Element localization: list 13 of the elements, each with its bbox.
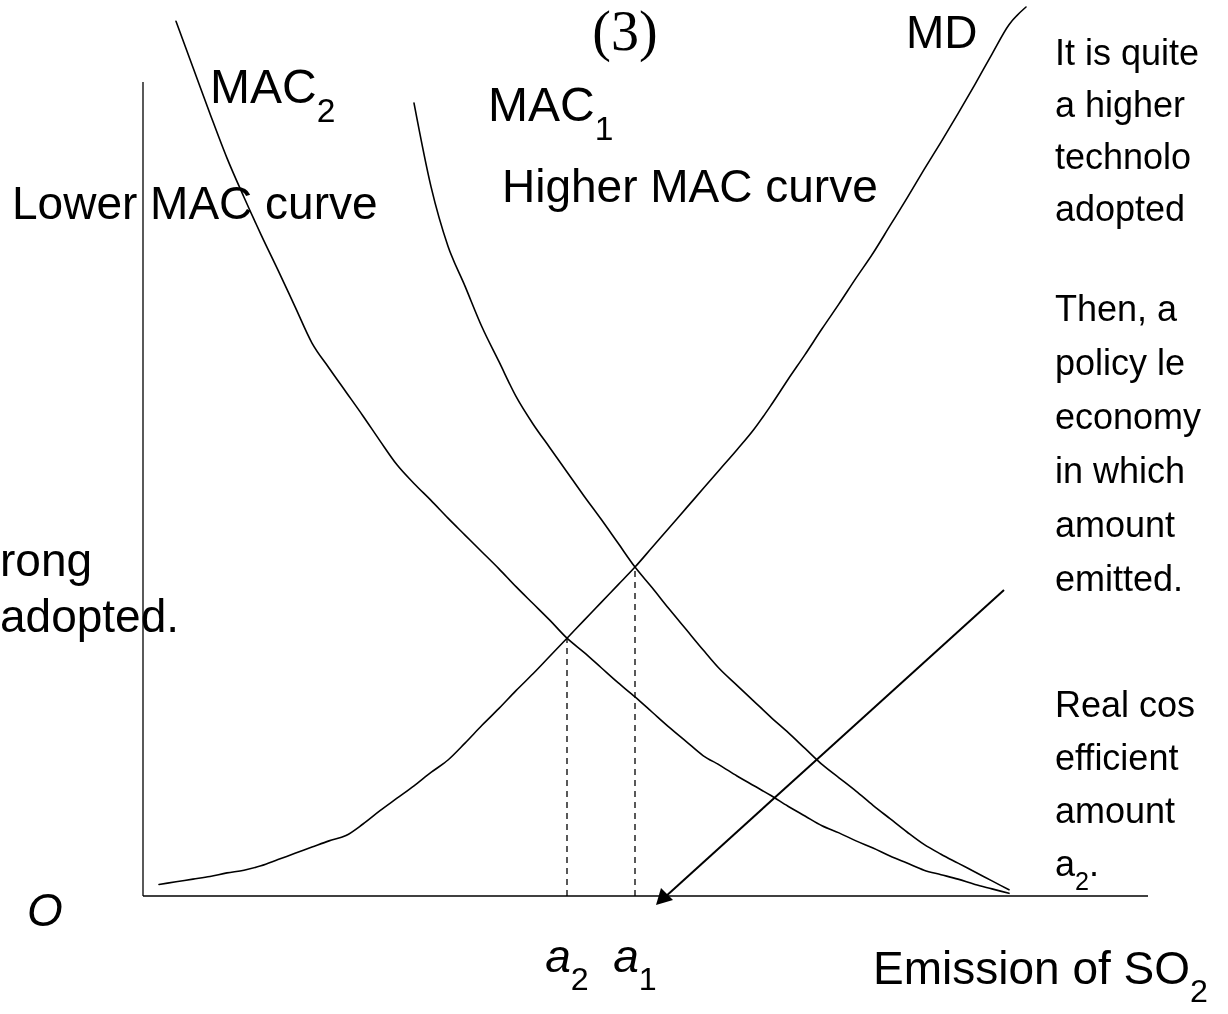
x-tick-label: a$_{2}$ bbox=[545, 930, 589, 997]
series-label: MAC$_{1}$ bbox=[488, 78, 614, 147]
series-label: MD bbox=[906, 6, 978, 58]
x-axis-title: Emission of SO$_{2}$ bbox=[873, 942, 1208, 1009]
annotation: Higher MAC curve bbox=[502, 160, 878, 212]
text: O bbox=[27, 884, 63, 936]
text: Then, a policy le economy in which amount emitted. bbox=[1055, 288, 1202, 599]
chart-title: (3) bbox=[592, 0, 658, 63]
x-tick-label: a$_{1}$ bbox=[613, 930, 657, 997]
annotation: Lower MAC curve bbox=[12, 177, 378, 229]
text: It is quite a higher technolo adopted bbox=[1055, 32, 1200, 229]
series-label: MAC$_{2}$ bbox=[210, 60, 336, 129]
text: Real cos efficient amount a$_{2}$. bbox=[1055, 684, 1196, 895]
